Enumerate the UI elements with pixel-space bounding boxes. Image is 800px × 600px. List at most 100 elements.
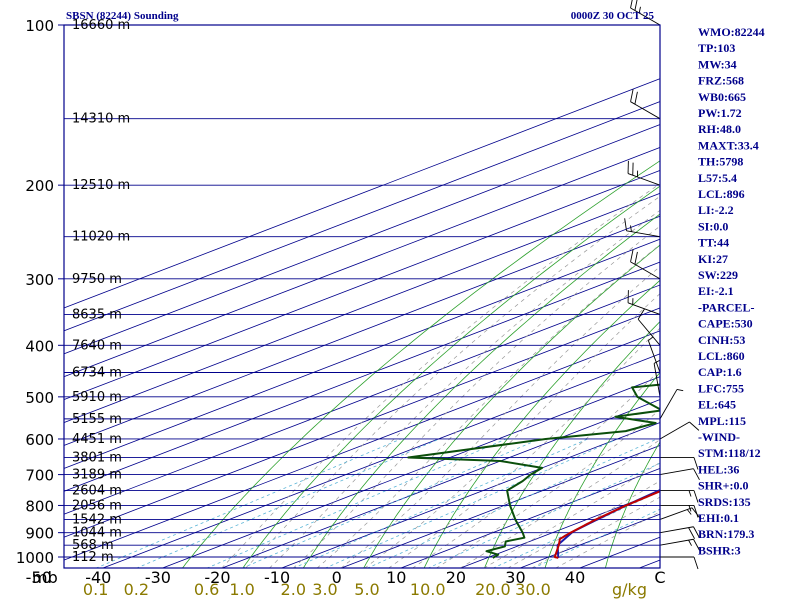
height-label: 2056 m bbox=[72, 498, 122, 513]
isotherm-line bbox=[64, 307, 660, 538]
wind-barb-staff bbox=[630, 101, 661, 120]
index-entry: SI:0.0 bbox=[698, 219, 728, 233]
wind-barb bbox=[660, 490, 699, 503]
index-entry: TH:5798 bbox=[698, 155, 743, 169]
wind-barb bbox=[630, 89, 661, 120]
index-entry: LI:-2.2 bbox=[698, 203, 734, 217]
index-entry: CAPE:530 bbox=[698, 317, 753, 331]
height-label: 5910 m bbox=[72, 390, 122, 405]
height-label: 3801 m bbox=[72, 450, 122, 465]
mixing-ratio-tick-label: 20.0 bbox=[475, 580, 511, 599]
wind-barb-staff bbox=[653, 363, 661, 397]
isotherm-line bbox=[64, 215, 660, 446]
wind-barb-staff bbox=[659, 421, 690, 440]
temperature-tick-label: -50 bbox=[26, 568, 52, 587]
wind-barb-half-feather bbox=[630, 225, 632, 232]
index-entry: BSHR:3 bbox=[698, 543, 741, 557]
pressure-tick-label: 300 bbox=[25, 271, 54, 289]
pressure-tick-label: 100 bbox=[25, 17, 54, 35]
wind-barb-feather bbox=[693, 539, 700, 551]
isotherm-line bbox=[64, 261, 660, 492]
height-label: 7640 m bbox=[72, 338, 122, 353]
dry-adiabat-line bbox=[423, 279, 660, 568]
pressure-unit-label: mb bbox=[32, 568, 58, 587]
temperature-tick-label: -30 bbox=[145, 568, 171, 587]
wind-barb-layer bbox=[624, 0, 701, 570]
wind-barb bbox=[653, 359, 661, 397]
moist-adiabat-line bbox=[316, 244, 660, 568]
wind-barb bbox=[660, 504, 699, 518]
wind-barb-feather bbox=[689, 421, 700, 431]
index-entry: EI:-2.1 bbox=[698, 284, 734, 298]
index-entry: SW:229 bbox=[698, 268, 738, 282]
isotherm-line bbox=[64, 284, 660, 515]
moist-adiabat-line bbox=[269, 209, 660, 568]
wind-barb-half-feather bbox=[688, 505, 692, 512]
wind-barb-staff bbox=[659, 389, 678, 420]
isotherm-line bbox=[64, 192, 660, 423]
wind-barb bbox=[659, 526, 700, 539]
wind-barb bbox=[647, 336, 661, 373]
index-entry: L57:5.4 bbox=[698, 171, 737, 185]
moist-adiabat-line bbox=[388, 327, 660, 568]
wind-barb-feather bbox=[634, 0, 638, 11]
index-entry: LCL:860 bbox=[698, 349, 745, 363]
pressure-tick-label: 600 bbox=[25, 431, 54, 449]
mixing-ratio-tick-label: 1.0 bbox=[229, 580, 254, 599]
height-label: 568 m bbox=[72, 538, 114, 553]
isotherm-line bbox=[102, 353, 660, 568]
dry-adiabat-line bbox=[544, 371, 660, 568]
index-entry: EHI:0.1 bbox=[698, 511, 739, 525]
wind-barb-feather bbox=[691, 507, 701, 519]
dry-adiabat-line bbox=[302, 213, 660, 568]
index-entry: LCL:896 bbox=[698, 187, 745, 201]
mixing-ratio-line bbox=[427, 462, 660, 568]
index-entry: FRZ:568 bbox=[698, 74, 744, 88]
index-entry: STM:118/12 bbox=[698, 446, 761, 460]
mixing-ratio-unit-label: g/kg bbox=[612, 580, 647, 599]
index-entry: -PARCEL- bbox=[698, 300, 754, 314]
dry-adiabat-line bbox=[242, 185, 660, 568]
height-label: 4451 m bbox=[72, 432, 122, 447]
wind-barb-feather bbox=[693, 468, 700, 481]
moist-adiabat-line bbox=[412, 369, 660, 568]
wind-barb-half-feather bbox=[676, 388, 684, 392]
height-label: 14310 m bbox=[72, 112, 130, 127]
wind-barb-staff bbox=[627, 302, 661, 315]
index-entry: EL:645 bbox=[698, 398, 736, 412]
isotherm-line bbox=[64, 101, 660, 332]
wind-barb-staff bbox=[627, 173, 661, 186]
isotherm-line bbox=[64, 238, 660, 469]
index-entry: CAP:1.6 bbox=[698, 365, 742, 379]
wind-barb-staff bbox=[630, 7, 661, 26]
wind-barb-staff bbox=[659, 468, 694, 476]
wind-barb-half-feather bbox=[648, 336, 654, 341]
mixing-ratio-tick-label: 5.0 bbox=[354, 580, 379, 599]
wind-barb bbox=[637, 308, 661, 346]
dry-adiabat-line bbox=[181, 160, 660, 568]
mixing-ratio-tick-label: 0.2 bbox=[124, 580, 149, 599]
temperature-profile-line bbox=[553, 490, 660, 559]
wind-barb-feather bbox=[693, 457, 699, 470]
height-label: 1542 m bbox=[72, 512, 122, 527]
mixing-ratio-line bbox=[136, 438, 440, 568]
wind-barb-staff bbox=[659, 507, 693, 520]
temperature-tick-label: -20 bbox=[204, 568, 230, 587]
dry-adiabat-line bbox=[484, 321, 660, 568]
height-label: 11020 m bbox=[72, 230, 130, 245]
wind-barb bbox=[659, 388, 684, 420]
wind-barb-feather bbox=[688, 527, 695, 539]
wind-barb-feather bbox=[634, 91, 638, 105]
height-label: 112 m bbox=[72, 550, 114, 565]
temperature-tick-label: 10 bbox=[386, 568, 406, 587]
pressure-tick-label: 700 bbox=[25, 467, 54, 485]
chart-title: SBSN (82244) Sounding bbox=[66, 10, 179, 22]
wind-barb bbox=[660, 556, 699, 570]
isotherm-line bbox=[64, 330, 660, 561]
wind-barb-feather bbox=[637, 308, 646, 320]
index-entry: RH:48.0 bbox=[698, 122, 741, 136]
index-entry: HEL:36 bbox=[698, 462, 739, 476]
dry-adiabat-line bbox=[604, 441, 660, 568]
height-label: 2604 m bbox=[72, 484, 122, 499]
